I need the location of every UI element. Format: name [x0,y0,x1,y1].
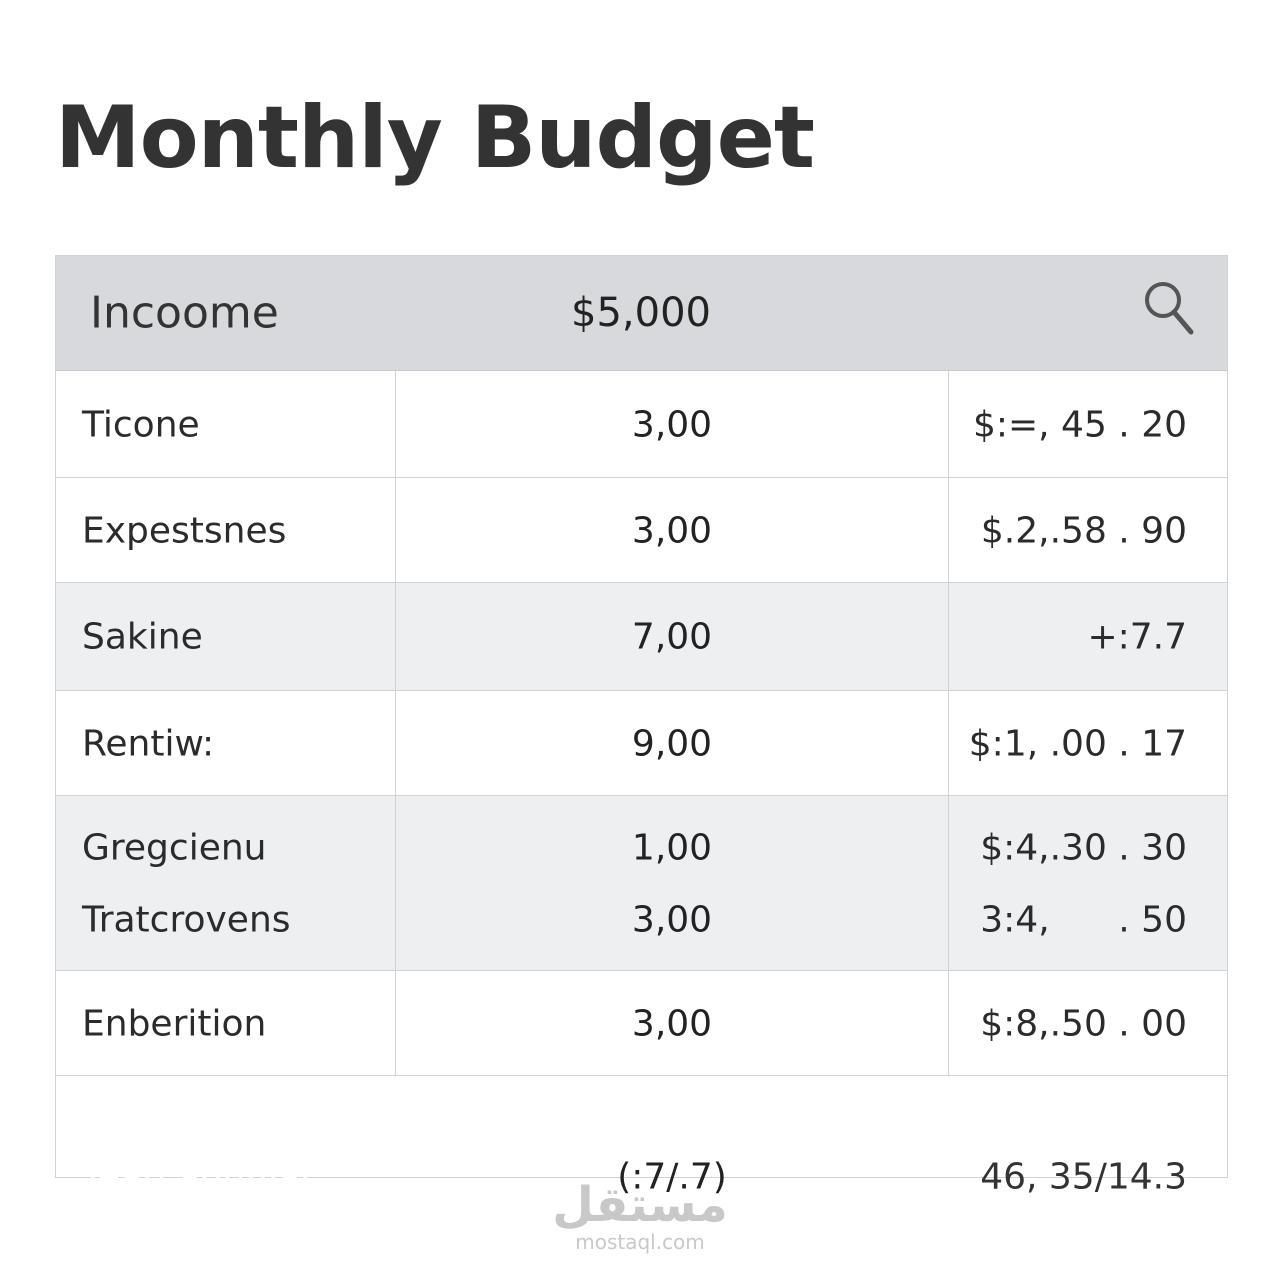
amount: 7,00 [631,616,713,658]
cell: $:8,.50 . 00 [949,971,1227,1075]
table-row: Expestsnes 3,00 $.2,.58 . 90 [56,478,1227,583]
table-head: Incoome $5,000 [56,256,1227,371]
total: $:8,.50 . 00 [980,1003,1187,1044]
table-row: Ticone 3,00 $:=, 45 . 20 [56,371,1227,478]
cell: +:7.7 [949,583,1227,690]
label: Sakine [82,616,203,658]
amount: 1,00 [631,827,713,868]
label: Enberition [82,1003,267,1044]
title: Monthly Budget [55,88,815,188]
head-amount: $5,000 [571,290,711,336]
footer-total: 46, 35/14.3 [980,1156,1187,1198]
cell: 1,00 3,00 [396,796,949,970]
amount: 9,00 [631,723,713,764]
cell: Rentiw: [56,691,396,795]
label: Expestsnes [82,510,287,551]
budget-table: Incoome $5,000 Ticone 3,00 $:=, 45 . 20 Exp… [55,255,1228,1198]
total: 3:4, . 50 [980,899,1187,940]
cell: Sakine [56,583,396,690]
cell: Expestsnes [56,478,396,582]
amount: 3,00 [631,1003,713,1044]
total: $:=, 45 . 20 [972,404,1187,445]
table-row: Rentiw: 9,00 $:1, .00 . 17 [56,691,1227,796]
watermark-site: mostaql.com [575,1230,705,1254]
cell: 7,00 [396,583,949,690]
total: $:1, .00 . 17 [968,723,1187,764]
watermark-arabic: مستقل [552,1177,728,1233]
amount: 3,00 [631,510,713,551]
amount: 3,00 [631,899,713,940]
cell: $:1, .00 . 17 [949,691,1227,795]
cell: Gregcienu Tratcrovens [56,796,396,970]
cell: 9,00 [396,691,949,795]
footer-label: Teatl anufilai: [82,1156,323,1198]
label: Rentiw: [82,723,215,764]
cell: $:=, 45 . 20 [949,371,1227,477]
total: +:7.7 [1087,616,1187,658]
cell: $:4,.30 . 30 3:4, . 50 [949,796,1227,970]
footer-amount: (:7/.7) [617,1156,727,1198]
total: $.2,.58 . 90 [980,510,1187,551]
search-icon[interactable] [1141,278,1197,338]
cell: 3,00 [396,478,949,582]
watermark: مستقل mostaql.com [0,1180,1280,1254]
cell: 3,00 [396,371,949,477]
table-row: Enberition 3,00 $:8,.50 . 00 [56,971,1227,1076]
cell: 3,00 [396,971,949,1075]
head-label: Incoome [90,287,279,339]
total: $:4,.30 . 30 [980,827,1187,868]
label: Gregcienu [82,827,267,868]
cell: $.2,.58 . 90 [949,478,1227,582]
table-row: Gregcienu Tratcrovens 1,00 3,00 $:4,.30 . 30… [56,796,1227,971]
label: Ticone [82,404,200,445]
cell: Ticone [56,371,396,477]
amount: 3,00 [631,404,713,445]
cell: Enberition [56,971,396,1075]
table-row: Sakine 7,00 +:7.7 [56,583,1227,691]
label: Tratcrovens [82,899,291,940]
